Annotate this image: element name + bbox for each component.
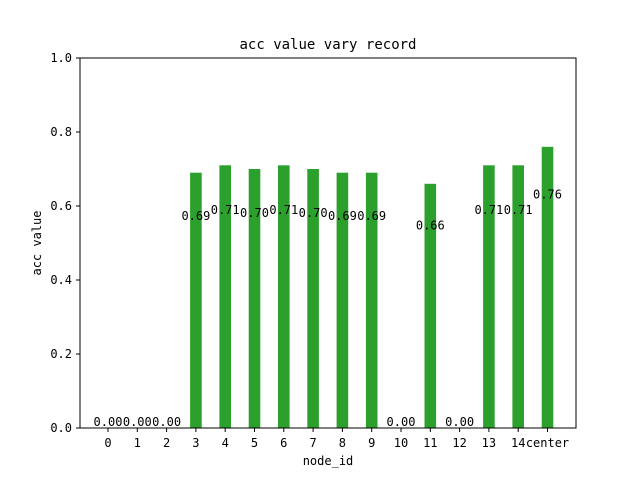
x-tick-label-12: 12 xyxy=(452,436,466,450)
data-label-3: 0.69 xyxy=(181,209,210,223)
bar-8 xyxy=(336,172,349,428)
bar-3 xyxy=(190,172,202,428)
y-tick-label-0.0: 0.0 xyxy=(50,421,72,435)
data-label-0: 0.00 xyxy=(94,415,123,429)
data-label-14: 0.71 xyxy=(504,203,533,217)
bar-6 xyxy=(278,165,290,429)
data-label-1: 0.00 xyxy=(123,415,152,429)
bar-13 xyxy=(483,165,495,429)
x-tick-label-1: 1 xyxy=(134,436,141,450)
x-tick-label-11: 11 xyxy=(423,436,437,450)
bar-11 xyxy=(424,183,437,428)
bars-group xyxy=(190,146,554,429)
data-label-5: 0.70 xyxy=(240,206,269,220)
x-tick-label-2: 2 xyxy=(163,436,170,450)
y-tick-label-1.0: 1.0 xyxy=(50,51,72,65)
bar-14 xyxy=(512,165,524,429)
x-axis: 0 1 2 3 4 5 6 7 8 9 10 11 12 13 14 center xyxy=(104,428,569,450)
data-label-9: 0.69 xyxy=(357,209,386,223)
data-label-10: 0.00 xyxy=(387,415,416,429)
data-label-11: 0.66 xyxy=(416,218,445,232)
y-axis: 0.0 0.2 0.4 0.6 0.8 1.0 xyxy=(50,51,80,435)
y-axis-label: acc value xyxy=(30,210,44,275)
x-axis-label: node_id xyxy=(303,454,354,468)
bar-5 xyxy=(248,169,261,428)
bar-7 xyxy=(307,169,319,428)
bar-center xyxy=(541,146,554,429)
data-label-6: 0.71 xyxy=(269,203,298,217)
data-label-4: 0.71 xyxy=(211,203,240,217)
y-tick-label-0.4: 0.4 xyxy=(50,273,72,287)
x-tick-label-14: 14 xyxy=(511,436,525,450)
bar-9 xyxy=(365,172,378,428)
x-tick-label-13: 13 xyxy=(482,436,496,450)
x-tick-label-5: 5 xyxy=(251,436,258,450)
data-labels-group: 0.00 0.00 0.000.69 0.71 0.70 0.71 0.70 0.69 0.69… xyxy=(94,188,562,429)
plot-frame xyxy=(79,57,577,429)
data-label-2: 0.00 xyxy=(152,415,181,429)
data-label-12: 0.00 xyxy=(445,415,474,429)
data-label-8: 0.69 xyxy=(328,209,357,223)
x-tick-label-3: 3 xyxy=(192,436,199,450)
x-tick-label-center: center xyxy=(526,436,569,450)
x-tick-label-8: 8 xyxy=(339,436,346,450)
y-tick-label-0.2: 0.2 xyxy=(50,347,72,361)
data-label-7: 0.70 xyxy=(299,206,328,220)
x-tick-label-10: 10 xyxy=(394,436,408,450)
y-tick-label-0.6: 0.6 xyxy=(50,199,72,213)
bar-4 xyxy=(219,165,231,429)
x-tick-label-7: 7 xyxy=(309,436,316,450)
data-label-13: 0.71 xyxy=(474,203,503,217)
y-tick-label-0.8: 0.8 xyxy=(50,125,72,139)
x-tick-label-9: 9 xyxy=(368,436,375,450)
data-label-center: 0.76 xyxy=(533,188,562,202)
x-tick-label-6: 6 xyxy=(280,436,287,450)
x-tick-label-4: 4 xyxy=(222,436,229,450)
chart-title: acc value vary record xyxy=(239,37,416,53)
x-tick-label-0: 0 xyxy=(104,436,111,450)
